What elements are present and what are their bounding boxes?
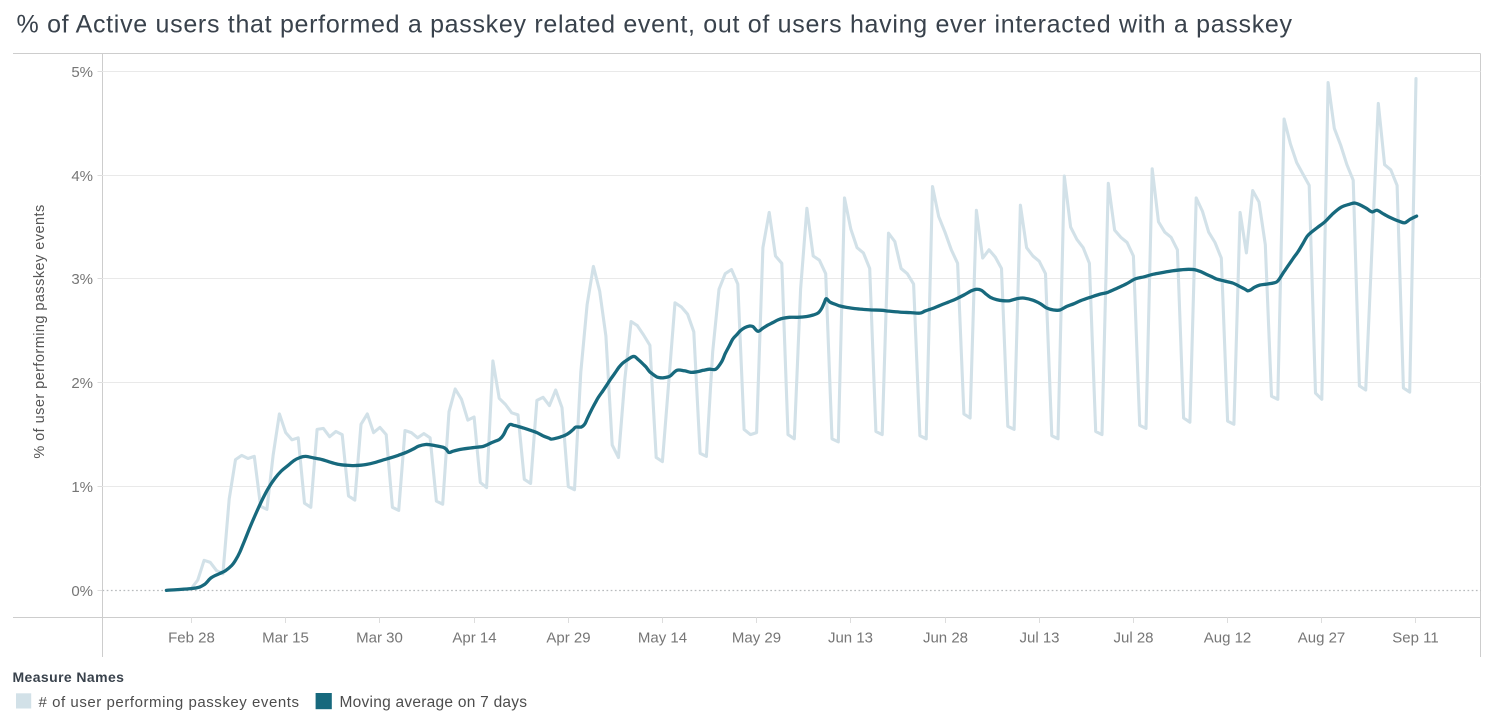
svg-text:% of Active users that perform: % of Active users that performed a passk… — [17, 11, 1293, 39]
svg-text:4%: 4% — [71, 168, 93, 185]
svg-text:Measure Names: Measure Names — [13, 669, 125, 685]
svg-text:Jun 13: Jun 13 — [828, 629, 873, 646]
svg-text:5%: 5% — [71, 64, 93, 81]
svg-text:May 14: May 14 — [638, 629, 687, 646]
svg-text:Jul 13: Jul 13 — [1019, 629, 1059, 646]
svg-text:Mar 30: Mar 30 — [356, 629, 403, 646]
svg-text:3%: 3% — [71, 271, 93, 288]
svg-text:1%: 1% — [71, 479, 93, 496]
svg-text:Aug 12: Aug 12 — [1204, 629, 1252, 646]
svg-text:Feb 28: Feb 28 — [168, 629, 215, 646]
svg-text:May 29: May 29 — [732, 629, 781, 646]
svg-text:Moving average on 7 days: Moving average on 7 days — [340, 694, 528, 711]
svg-text:Apr 29: Apr 29 — [546, 629, 590, 646]
svg-text:Jul 28: Jul 28 — [1113, 629, 1153, 646]
svg-text:0%: 0% — [71, 583, 93, 600]
svg-text:2%: 2% — [71, 375, 93, 392]
svg-text:% of user performing passkey e: % of user performing passkey events — [32, 204, 48, 458]
svg-text:Sep 11: Sep 11 — [1392, 629, 1438, 646]
svg-text:Jun 28: Jun 28 — [923, 629, 968, 646]
svg-text:Apr 14: Apr 14 — [452, 629, 496, 646]
svg-text:Mar 15: Mar 15 — [262, 629, 309, 646]
svg-text:Aug 27: Aug 27 — [1298, 629, 1346, 646]
svg-text:# of user performing passkey e: # of user performing passkey events — [39, 694, 300, 711]
